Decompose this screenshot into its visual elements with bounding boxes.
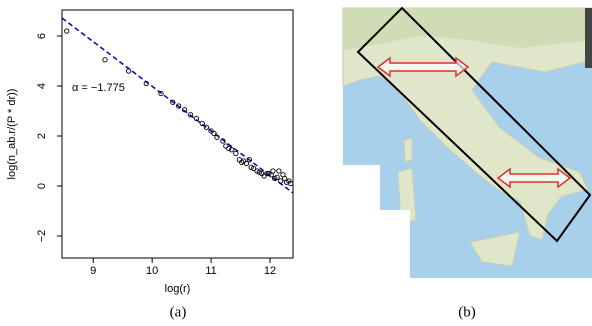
fit-line bbox=[62, 18, 293, 193]
caption: (b) bbox=[458, 304, 476, 320]
point bbox=[278, 179, 282, 183]
y-tick-label: 0 bbox=[36, 183, 48, 189]
point bbox=[103, 58, 107, 62]
x-tick-label: 9 bbox=[90, 265, 96, 277]
point bbox=[65, 29, 69, 33]
caption: (a) bbox=[170, 304, 187, 320]
y-tick-label: 2 bbox=[36, 133, 48, 139]
point bbox=[126, 69, 130, 73]
x-axis-label: log(r) bbox=[165, 283, 191, 295]
point bbox=[204, 125, 208, 129]
y-tick-label: 6 bbox=[36, 33, 48, 39]
point bbox=[271, 169, 275, 173]
annotation: α = −1.775 bbox=[72, 82, 125, 94]
point bbox=[224, 144, 228, 148]
x-tick-label: 11 bbox=[205, 265, 216, 277]
y-tick-label: −2 bbox=[36, 230, 48, 243]
y-axis-label: log(n_ab.r/(P * dr)) bbox=[6, 89, 18, 180]
figure: (a) (b) 9 10 11 12 −2 0 2 4 6 log(r) log(n_ab.r/(P… bbox=[0, 0, 592, 326]
map bbox=[343, 8, 592, 278]
point bbox=[234, 151, 238, 155]
corsica bbox=[404, 138, 412, 162]
x-tick-label: 10 bbox=[146, 265, 158, 277]
map-toolbar bbox=[585, 8, 592, 68]
plot-frame bbox=[62, 10, 293, 258]
x-tick-label: 12 bbox=[264, 265, 276, 277]
y-tick-label: 4 bbox=[36, 83, 48, 89]
point bbox=[277, 169, 281, 173]
